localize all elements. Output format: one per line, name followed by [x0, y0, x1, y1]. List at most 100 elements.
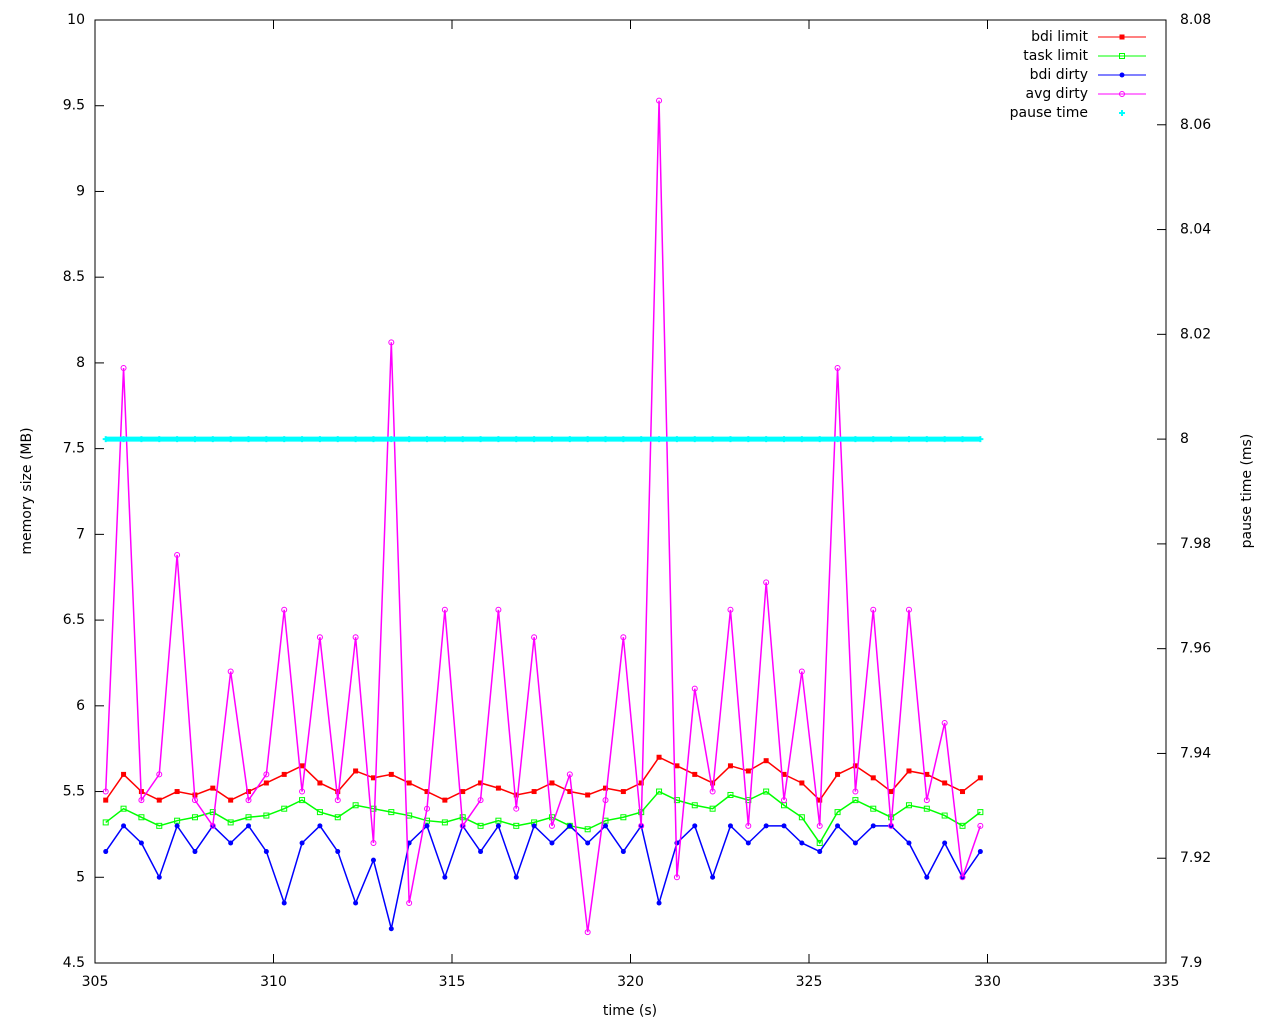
y2-tick-label: 8.06 — [1180, 117, 1211, 133]
marker — [388, 436, 395, 443]
marker — [745, 840, 751, 846]
marker — [174, 436, 181, 443]
marker — [1119, 53, 1125, 59]
marker — [745, 768, 751, 774]
marker — [941, 812, 948, 819]
marker — [763, 788, 770, 795]
marker — [977, 849, 983, 855]
marker — [460, 789, 466, 795]
marker — [281, 900, 287, 906]
marker — [459, 822, 466, 829]
marker — [817, 849, 823, 855]
marker — [548, 436, 555, 443]
marker — [531, 436, 538, 443]
y2-axis-label: pause time (ms) — [1239, 434, 1255, 549]
marker — [602, 436, 609, 443]
marker — [692, 823, 698, 829]
y2-tick-label: 7.92 — [1180, 850, 1211, 866]
marker — [638, 436, 645, 443]
marker — [334, 436, 341, 443]
marker — [352, 634, 359, 641]
y2-tick-label: 7.94 — [1180, 745, 1211, 761]
y2-tick-label: 7.96 — [1180, 641, 1211, 657]
marker — [477, 797, 484, 804]
marker — [816, 436, 823, 443]
marker — [441, 436, 448, 443]
y2-tick-label: 8.02 — [1180, 326, 1211, 342]
marker — [835, 771, 841, 777]
y-axis-label: memory size (MB) — [19, 427, 35, 554]
marker — [959, 874, 966, 881]
marker — [709, 805, 716, 812]
y2-tick-label: 7.9 — [1180, 955, 1202, 971]
marker — [191, 797, 198, 804]
marker — [727, 606, 734, 613]
marker — [245, 814, 252, 821]
marker — [370, 857, 376, 863]
marker — [316, 634, 323, 641]
marker — [870, 823, 876, 829]
series-line — [105, 824, 981, 929]
marker — [566, 436, 573, 443]
marker — [228, 797, 234, 803]
marker — [191, 814, 198, 821]
marker — [299, 840, 305, 846]
x-tick-label: 330 — [974, 974, 1001, 990]
marker — [691, 685, 698, 692]
marker — [281, 436, 288, 443]
marker — [495, 785, 501, 791]
marker — [246, 823, 252, 829]
marker — [888, 789, 894, 795]
marker — [620, 814, 627, 821]
marker — [656, 754, 662, 760]
marker — [763, 436, 770, 443]
marker — [263, 436, 270, 443]
legend-label: bdi dirty — [1030, 67, 1088, 83]
marker — [942, 780, 948, 786]
marker — [138, 797, 145, 804]
marker — [459, 436, 466, 443]
marker — [245, 797, 252, 804]
marker — [441, 819, 448, 826]
marker — [548, 822, 555, 829]
marker — [727, 436, 734, 443]
marker — [906, 840, 912, 846]
marker — [763, 579, 770, 586]
marker — [513, 436, 520, 443]
marker — [352, 436, 359, 443]
x-tick-label: 320 — [617, 974, 644, 990]
marker — [763, 823, 769, 829]
marker — [834, 436, 841, 443]
marker — [870, 436, 877, 443]
marker — [388, 926, 394, 932]
marker — [691, 436, 698, 443]
marker — [905, 436, 912, 443]
marker — [424, 789, 430, 795]
marker — [816, 822, 823, 829]
marker — [888, 822, 895, 829]
marker — [584, 826, 591, 833]
marker — [1119, 34, 1125, 40]
marker — [442, 797, 448, 803]
y-tick-label: 5.5 — [63, 784, 85, 800]
marker — [816, 839, 823, 846]
marker — [745, 436, 752, 443]
y2-tick-label: 8 — [1180, 431, 1189, 447]
marker — [852, 840, 858, 846]
marker — [246, 789, 252, 795]
marker — [923, 797, 930, 804]
marker — [905, 802, 912, 809]
marker — [656, 436, 663, 443]
y-tick-label: 7.5 — [63, 441, 85, 457]
marker — [549, 780, 555, 786]
marker — [334, 814, 341, 821]
y2-tick-label: 8.08 — [1180, 12, 1211, 28]
marker — [1119, 110, 1125, 116]
marker — [227, 668, 234, 675]
marker — [138, 436, 145, 443]
marker — [406, 899, 413, 906]
marker — [138, 840, 144, 846]
marker — [709, 788, 716, 795]
marker — [960, 789, 966, 795]
